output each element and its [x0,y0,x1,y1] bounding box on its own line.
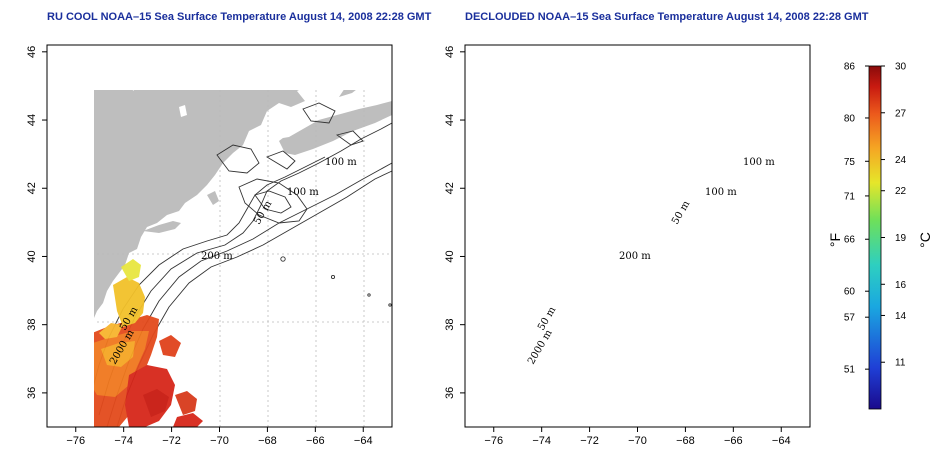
temperature-colorbar: 86 80 75 71 66 60 57 51 30 27 24 22 19 16 14 11 °F °C [827,62,933,410]
left-x-tick-label: −68 [258,435,277,447]
fahrenheit-tick-label: 60 [844,287,856,298]
contour-label-200m: 200 m [619,251,651,262]
contour-label-100m-b: 100 m [705,187,737,198]
right-y-tick-label: 36 [444,387,456,399]
contour-label-100m-a: 100 m [325,157,357,168]
left-x-tick-label: −76 [66,435,85,447]
celsius-tick-label: 22 [895,186,907,197]
celsius-tick-label: 11 [895,358,906,369]
right-x-tick-label: −68 [676,435,695,447]
right-y-tick-label: 42 [444,182,456,194]
contour-label-100m-a: 100 m [743,157,775,168]
right-y-tick-label: 46 [444,46,456,58]
celsius-tick-label: 14 [895,311,907,322]
fahrenheit-unit-label: °F [827,233,843,247]
fahrenheit-tick-label: 71 [844,191,856,202]
left-y-tick-label: 38 [26,319,38,331]
right-map-panel: 100 m 100 m 50 m 200 m 50 m 2000 m [464,44,811,428]
right-y-tick-label: 40 [444,250,456,262]
celsius-unit-label: °C [917,232,933,248]
celsius-tick-label: 16 [895,280,907,291]
right-x-tick-label: −70 [628,435,647,447]
fahrenheit-tick-label: 75 [844,157,856,168]
right-y-tick-label: 44 [444,114,456,126]
left-x-tick-label: −66 [306,435,325,447]
celsius-tick-label: 19 [895,233,907,244]
celsius-tick-label: 27 [895,108,907,119]
celsius-tick-label: 24 [895,155,907,166]
right-x-tick-label: −72 [580,435,599,447]
fahrenheit-tick-label: 86 [844,62,856,73]
left-x-tick-label: −70 [210,435,229,447]
contour-label-200m: 200 m [201,251,233,262]
fahrenheit-tick-label: 51 [844,365,856,376]
right-y-tick-label: 38 [444,319,456,331]
celsius-tick-label: 30 [895,62,907,73]
left-x-tick-label: −74 [114,435,133,447]
fahrenheit-tick-label: 66 [844,235,856,246]
right-x-tick-label: −66 [724,435,743,447]
left-y-tick-label: 42 [26,182,38,194]
right-map-axes: −76 −74 −72 −70 −68 −66 −64 36 38 40 42 44 46 [444,46,791,447]
left-y-tick-label: 40 [26,250,38,262]
right-x-tick-label: −64 [772,435,791,447]
right-x-tick-label: −74 [532,435,551,447]
left-x-tick-label: −72 [162,435,181,447]
left-map-title: RU COOL NOAA–15 Sea Surface Temperature … [47,11,432,23]
left-y-tick-label: 44 [26,114,38,126]
fahrenheit-tick-label: 57 [844,313,856,324]
left-y-tick-label: 36 [26,387,38,399]
left-map-panel: 100 m 100 m 50 m 200 m 50 m 2000 m [46,44,393,428]
right-x-tick-label: −76 [484,435,503,447]
left-x-tick-label: −64 [354,435,373,447]
fahrenheit-tick-label: 80 [844,113,856,124]
contour-label-100m-b: 100 m [287,187,319,198]
right-map-title: DECLOUDED NOAA–15 Sea Surface Temperatur… [465,11,869,23]
left-map-axes: −76 −74 −72 −70 −68 −66 −64 36 38 40 42 44 46 [26,46,373,447]
left-y-tick-label: 46 [26,46,38,58]
